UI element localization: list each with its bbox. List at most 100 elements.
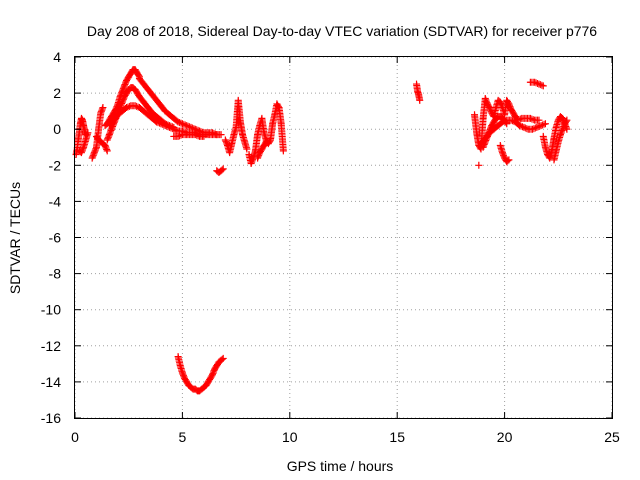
data-point: [561, 120, 569, 128]
data-point: [501, 154, 509, 162]
data-point: [552, 147, 560, 155]
data-point: [498, 104, 506, 112]
data-point: [531, 78, 539, 86]
y-tick-label: -8: [49, 266, 62, 282]
data-point: [213, 362, 221, 370]
data-point: [120, 93, 128, 101]
data-series-arc-19: [496, 141, 513, 166]
data-point: [123, 89, 131, 97]
data-point: [488, 122, 496, 130]
data-point: [183, 122, 191, 130]
data-point: [161, 122, 169, 130]
data-point: [266, 136, 274, 144]
data-point: [174, 353, 182, 361]
data-point: [101, 141, 109, 149]
data-point: [153, 96, 161, 104]
data-series-arc-10: [213, 165, 227, 177]
data-point: [505, 156, 513, 164]
data-point: [88, 154, 96, 162]
data-point: [483, 100, 491, 108]
data-series-arc-17: [479, 113, 511, 151]
data-point: [486, 104, 494, 112]
chart-title: Day 208 of 2018, Sidereal Day-to-day VTE…: [87, 23, 597, 39]
data-point: [84, 129, 92, 137]
y-tick-label: -16: [41, 410, 61, 426]
data-point: [176, 362, 184, 370]
data-point: [228, 140, 236, 148]
data-point: [479, 143, 487, 151]
data-point: [473, 129, 481, 137]
data-point: [269, 120, 277, 128]
data-point: [415, 91, 423, 99]
data-point: [275, 104, 283, 112]
data-point: [544, 150, 552, 158]
data-point: [95, 125, 103, 133]
data-point: [79, 116, 87, 124]
data-point: [178, 120, 186, 128]
data-point: [103, 136, 111, 144]
data-point: [539, 132, 547, 140]
data-series-arc-14: [413, 80, 424, 104]
data-point: [552, 123, 560, 131]
data-point: [166, 111, 174, 119]
data-point: [181, 374, 189, 382]
data-point: [535, 80, 543, 88]
data-point: [103, 147, 111, 155]
data-point: [118, 107, 126, 115]
data-point: [262, 138, 270, 146]
data-point: [516, 122, 524, 130]
data-point: [191, 131, 199, 139]
data-point: [211, 365, 219, 373]
y-tick-label: 2: [53, 85, 61, 101]
y-tick-label: 0: [53, 121, 61, 137]
data-point: [550, 156, 558, 164]
x-axis-label: GPS time / hours: [287, 458, 394, 474]
data-point: [153, 118, 161, 126]
data-point: [97, 109, 105, 117]
data-point: [481, 95, 489, 103]
data-point: [157, 102, 165, 110]
data-point: [498, 149, 506, 157]
x-tick-label: 20: [497, 429, 513, 445]
data-point: [204, 378, 212, 386]
data-point: [247, 159, 255, 167]
data-point: [125, 73, 133, 81]
data-point: [256, 149, 264, 157]
data-point: [200, 132, 208, 140]
plot-data: [72, 66, 571, 395]
data-point: [221, 136, 229, 144]
data-point: [260, 129, 268, 137]
data-point: [251, 147, 259, 155]
data-point: [541, 120, 549, 128]
data-point: [537, 122, 545, 130]
data-point: [559, 125, 567, 133]
data-point: [496, 98, 504, 106]
data-point: [490, 118, 498, 126]
data-point: [133, 89, 141, 97]
data-point: [529, 125, 537, 133]
data-point: [99, 104, 107, 112]
x-tick-label: 15: [389, 429, 405, 445]
data-point: [245, 150, 253, 158]
data-point: [131, 66, 139, 74]
data-point: [481, 138, 489, 146]
data-point: [492, 104, 500, 112]
x-tick-label: 0: [71, 429, 79, 445]
y-tick-label: -2: [49, 157, 62, 173]
data-point: [258, 145, 266, 153]
x-tick-label: 10: [282, 429, 298, 445]
data-point: [483, 132, 491, 140]
data-point: [161, 107, 169, 115]
data-point: [533, 123, 541, 131]
y-tick-label: -10: [41, 302, 61, 318]
data-point: [206, 374, 214, 382]
data-point: [232, 123, 240, 131]
y-tick-label: -6: [49, 230, 62, 246]
data-point: [144, 104, 152, 112]
data-point: [254, 131, 262, 139]
data-point: [105, 122, 113, 130]
data-point: [92, 132, 100, 140]
data-point: [127, 69, 135, 77]
data-series-arc-22: [550, 116, 571, 164]
